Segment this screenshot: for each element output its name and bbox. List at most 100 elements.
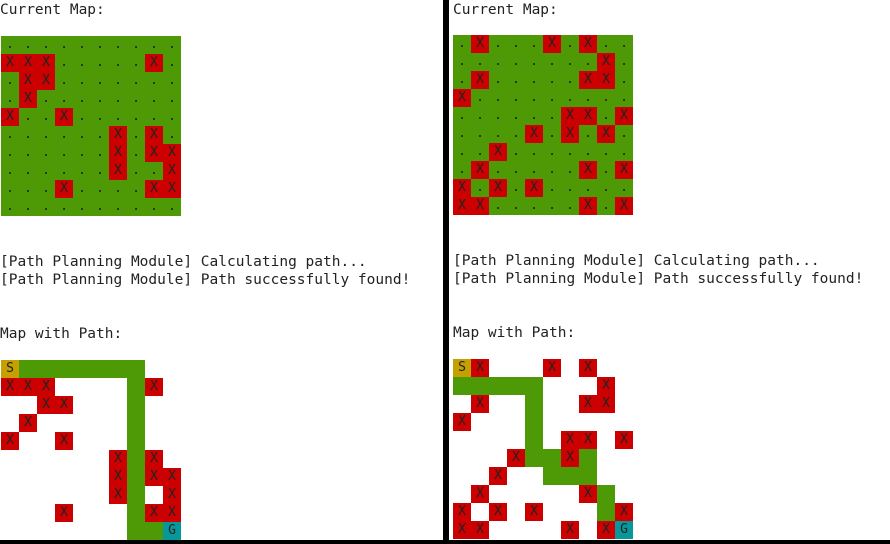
free-cell: . xyxy=(19,162,37,180)
empty-cell xyxy=(543,413,561,431)
empty-cell xyxy=(145,396,163,414)
free-cell: . xyxy=(597,35,615,53)
free-cell: . xyxy=(597,179,615,197)
obstacle-cell: X xyxy=(453,179,471,197)
obstacle-cell: X xyxy=(471,521,489,539)
empty-cell xyxy=(561,395,579,413)
obstacle-cell: X xyxy=(579,71,597,89)
empty-cell xyxy=(597,467,615,485)
empty-cell xyxy=(91,378,109,396)
free-cell: . xyxy=(561,53,579,71)
obstacle-cell: X xyxy=(1,378,19,396)
free-cell: . xyxy=(489,89,507,107)
empty-cell xyxy=(91,522,109,540)
path-cell xyxy=(127,432,145,450)
free-cell: . xyxy=(471,53,489,71)
path-cell xyxy=(489,377,507,395)
free-cell: . xyxy=(127,36,145,54)
empty-cell xyxy=(525,467,543,485)
obstacle-cell: X xyxy=(597,71,615,89)
empty-cell xyxy=(615,449,633,467)
path-cell xyxy=(127,486,145,504)
free-cell: . xyxy=(127,72,145,90)
path-cell xyxy=(91,360,109,378)
free-cell: . xyxy=(127,180,145,198)
free-cell: . xyxy=(109,90,127,108)
free-cell: . xyxy=(163,90,181,108)
free-cell: . xyxy=(73,126,91,144)
empty-cell xyxy=(471,449,489,467)
obstacle-cell: X xyxy=(55,432,73,450)
free-cell: . xyxy=(507,125,525,143)
path-cell xyxy=(525,431,543,449)
path-cell xyxy=(127,396,145,414)
empty-cell xyxy=(543,431,561,449)
empty-cell xyxy=(37,468,55,486)
obstacle-cell: X xyxy=(109,144,127,162)
free-cell: . xyxy=(525,197,543,215)
empty-cell xyxy=(1,504,19,522)
free-cell: . xyxy=(91,180,109,198)
empty-cell xyxy=(1,414,19,432)
empty-cell xyxy=(615,359,633,377)
empty-cell xyxy=(73,432,91,450)
free-cell: . xyxy=(453,143,471,161)
obstacle-cell: X xyxy=(615,197,633,215)
goal-cell: G xyxy=(163,522,181,540)
empty-cell xyxy=(37,432,55,450)
empty-cell xyxy=(91,504,109,522)
free-cell: . xyxy=(109,198,127,216)
current-map-label: Current Map: xyxy=(0,2,105,18)
empty-cell xyxy=(37,504,55,522)
free-cell: . xyxy=(163,198,181,216)
obstacle-cell: X xyxy=(109,126,127,144)
free-cell: . xyxy=(543,107,561,125)
free-cell: . xyxy=(615,143,633,161)
obstacle-cell: X xyxy=(471,485,489,503)
free-cell: . xyxy=(1,90,19,108)
free-cell: . xyxy=(507,179,525,197)
empty-cell xyxy=(109,504,127,522)
obstacle-cell: X xyxy=(525,503,543,521)
empty-cell xyxy=(19,486,37,504)
free-cell: . xyxy=(91,54,109,72)
obstacle-cell: X xyxy=(453,89,471,107)
free-cell: . xyxy=(489,125,507,143)
obstacle-cell: X xyxy=(579,197,597,215)
free-cell: . xyxy=(507,107,525,125)
empty-cell xyxy=(489,521,507,539)
obstacle-cell: X xyxy=(615,503,633,521)
path-map-label: Map with Path: xyxy=(453,325,576,341)
path-cell xyxy=(543,467,561,485)
free-cell: . xyxy=(525,89,543,107)
free-cell: . xyxy=(525,143,543,161)
empty-cell xyxy=(525,359,543,377)
free-cell: . xyxy=(37,198,55,216)
obstacle-cell: X xyxy=(163,144,181,162)
free-cell: . xyxy=(145,162,163,180)
free-cell: . xyxy=(543,89,561,107)
free-cell: . xyxy=(73,72,91,90)
free-cell: . xyxy=(579,125,597,143)
free-cell: . xyxy=(109,54,127,72)
path-cell xyxy=(471,377,489,395)
free-cell: . xyxy=(19,180,37,198)
empty-cell xyxy=(1,468,19,486)
empty-cell xyxy=(73,468,91,486)
free-cell: . xyxy=(91,198,109,216)
empty-cell xyxy=(453,431,471,449)
empty-cell xyxy=(471,431,489,449)
free-cell: . xyxy=(163,72,181,90)
empty-cell xyxy=(55,468,73,486)
obstacle-cell: X xyxy=(109,450,127,468)
obstacle-cell: X xyxy=(145,450,163,468)
obstacle-cell: X xyxy=(579,107,597,125)
free-cell: . xyxy=(127,54,145,72)
empty-cell xyxy=(55,486,73,504)
free-cell: . xyxy=(453,125,471,143)
path-cell xyxy=(453,377,471,395)
free-cell: . xyxy=(127,126,145,144)
free-cell: . xyxy=(525,161,543,179)
free-cell: . xyxy=(471,89,489,107)
log-line-calculating: [Path Planning Module] Calculating path.… xyxy=(453,253,820,269)
